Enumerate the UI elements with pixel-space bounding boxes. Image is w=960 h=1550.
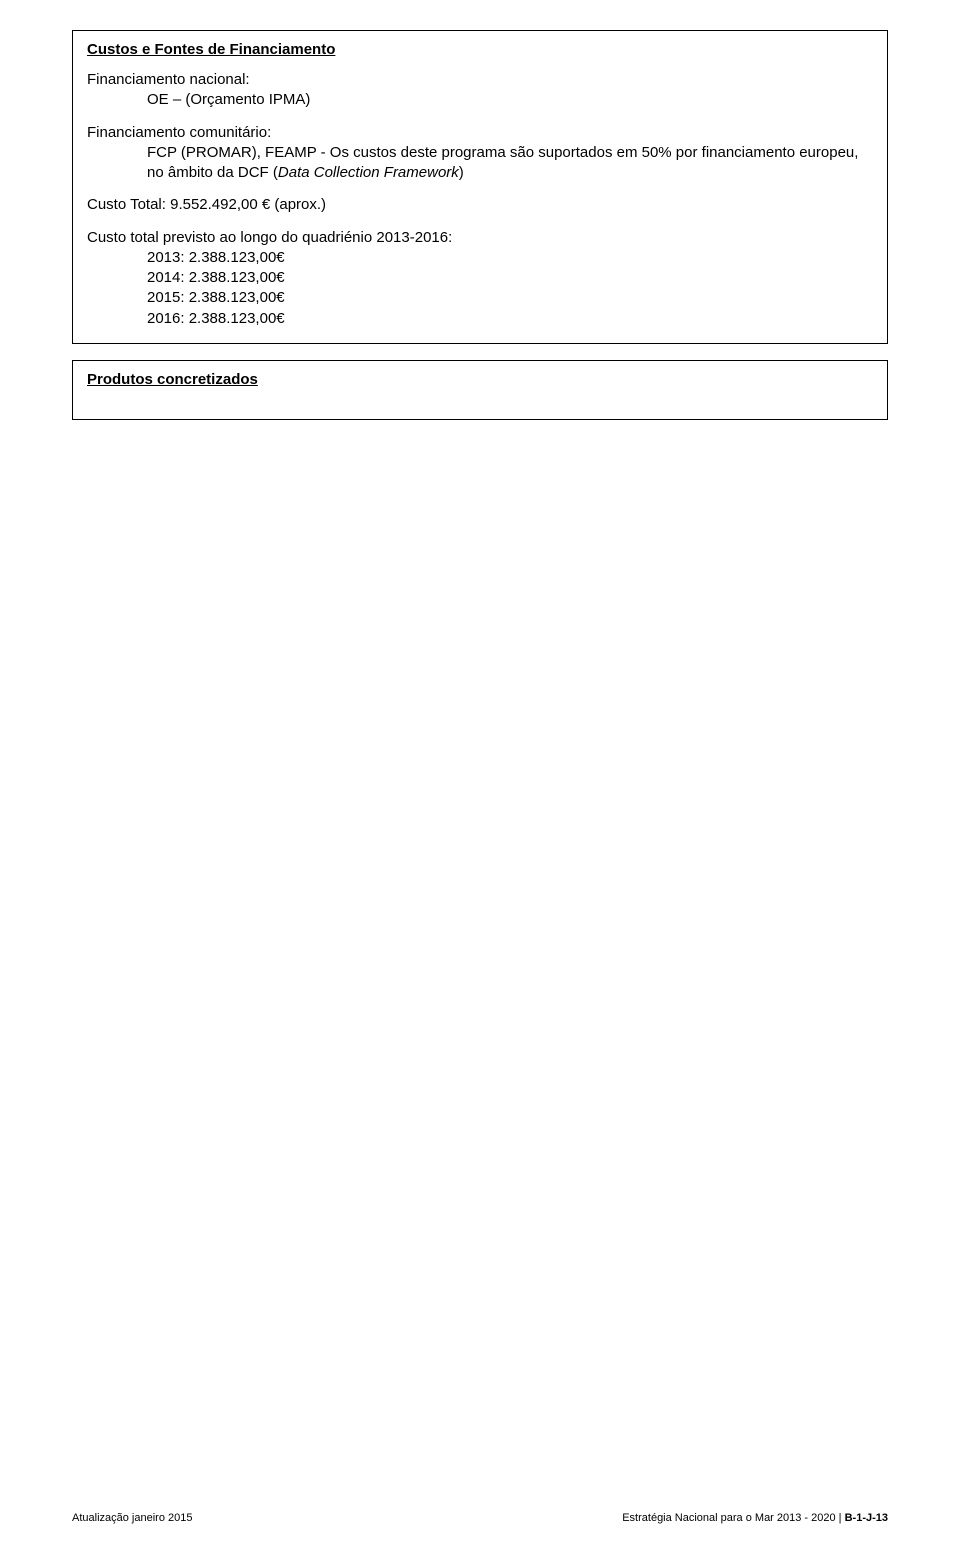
financing-box: Custos e Fontes de Financiamento Financi… — [72, 30, 888, 344]
forecast-2014: 2014: 2.388.123,00€ — [87, 268, 873, 288]
document-page: Custos e Fontes de Financiamento Financi… — [0, 0, 960, 1550]
forecast-2015: 2015: 2.388.123,00€ — [87, 288, 873, 308]
community-financing-label: Financiamento comunitário: — [87, 123, 873, 143]
community-financing-value: FCP (PROMAR), FEAMP - Os custos deste pr… — [87, 143, 873, 184]
footer-right: Estratégia Nacional para o Mar 2013 - 20… — [622, 1512, 888, 1524]
financing-heading: Custos e Fontes de Financiamento — [87, 41, 873, 58]
page-footer: Atualização janeiro 2015 Estratégia Naci… — [72, 1512, 888, 1524]
total-cost: Custo Total: 9.552.492,00 € (aprox.) — [87, 195, 873, 215]
footer-left: Atualização janeiro 2015 — [72, 1512, 192, 1524]
national-financing-label: Financiamento nacional: — [87, 70, 873, 90]
community-financing-text-a: FCP (PROMAR), FEAMP - Os custos deste pr… — [147, 144, 858, 181]
footer-right-plain: Estratégia Nacional para o Mar 2013 - 20… — [622, 1512, 844, 1524]
footer-right-bold: B-1-J-13 — [845, 1512, 888, 1524]
community-financing-italic: Data Collection Framework — [278, 164, 459, 181]
products-heading: Produtos concretizados — [87, 371, 873, 388]
forecast-2013: 2013: 2.388.123,00€ — [87, 248, 873, 268]
forecast-2016: 2016: 2.388.123,00€ — [87, 309, 873, 329]
community-financing-text-b: ) — [459, 164, 464, 181]
national-financing-value: OE – (Orçamento IPMA) — [87, 90, 873, 110]
forecast-label: Custo total previsto ao longo do quadrié… — [87, 228, 873, 248]
products-box: Produtos concretizados — [72, 360, 888, 420]
